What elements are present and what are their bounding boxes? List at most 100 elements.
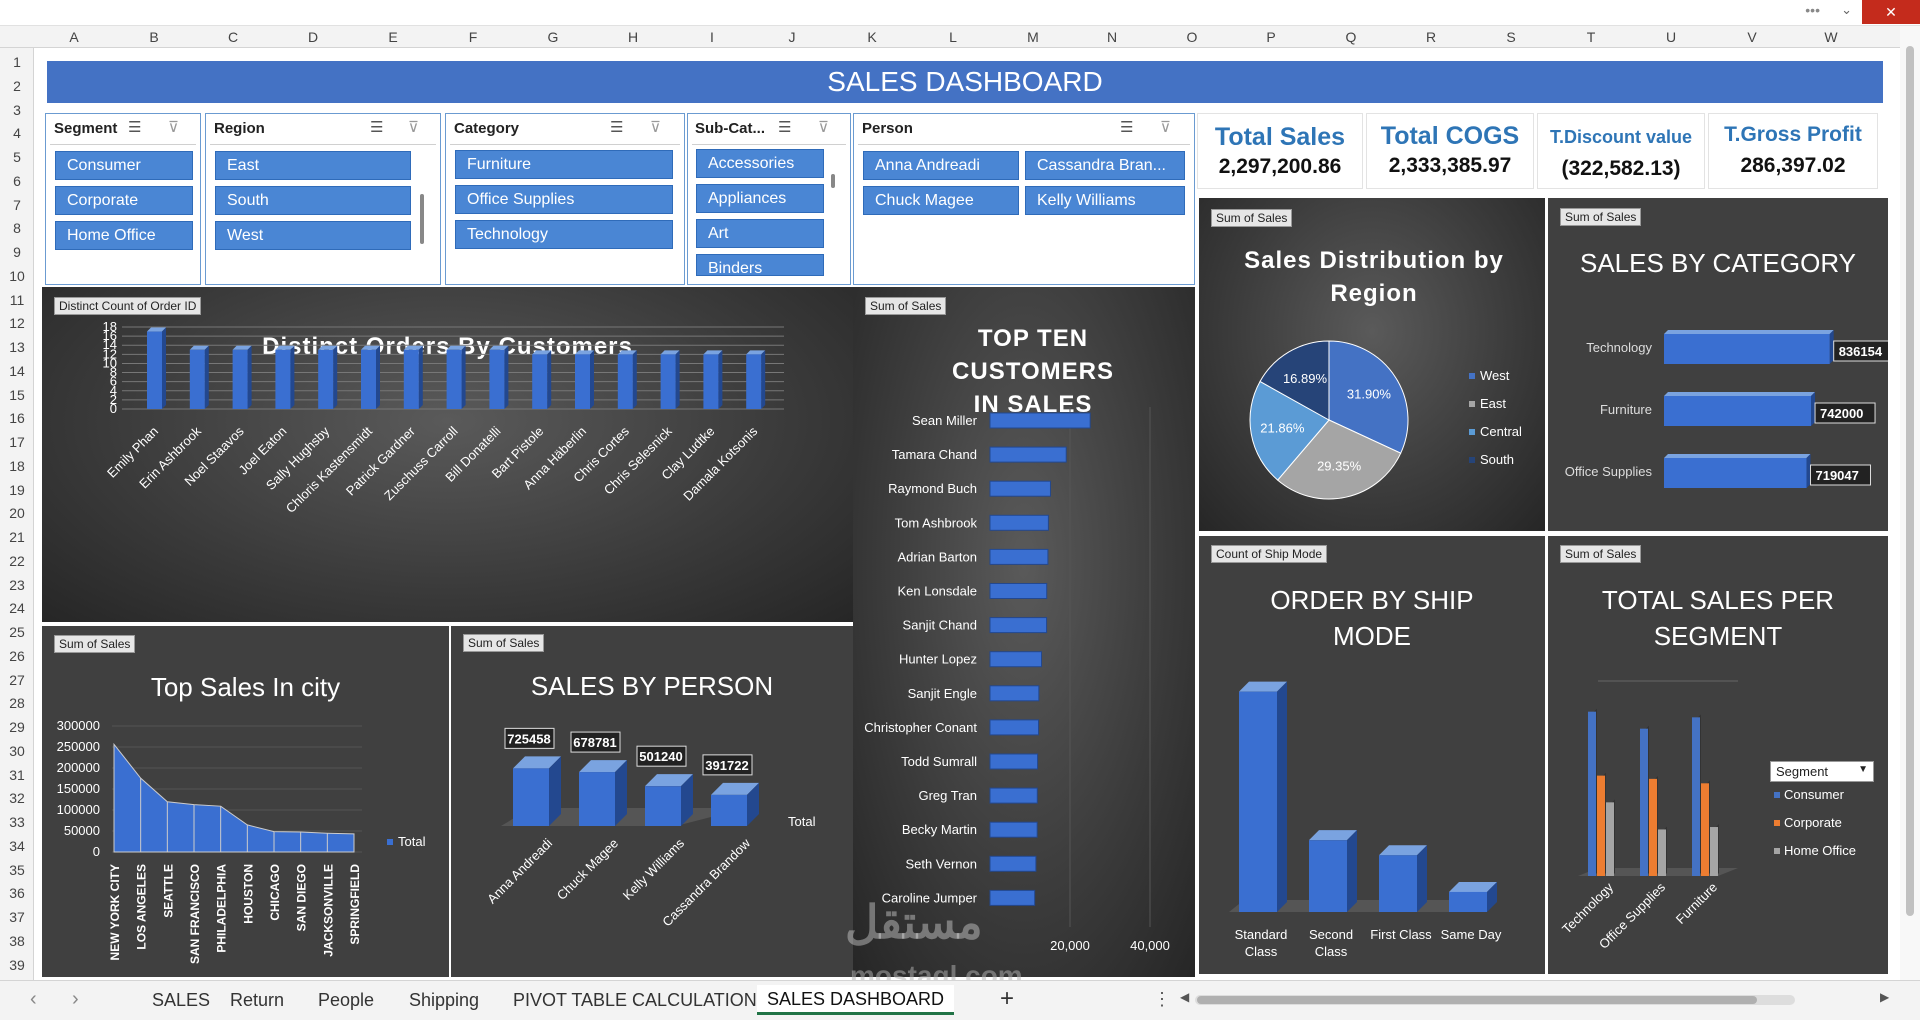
pivot-field-button[interactable]: Sum of Sales	[1560, 545, 1642, 563]
vertical-scrollbar[interactable]	[1900, 26, 1920, 980]
region-slicer[interactable]: Region ☰ ⊽ East South West	[205, 113, 441, 285]
row-header[interactable]: 19	[9, 481, 25, 498]
row-header[interactable]: 38	[9, 932, 25, 949]
pivot-field-button[interactable]: Sum of Sales	[54, 635, 136, 653]
row-header[interactable]: 8	[13, 220, 21, 237]
column-header[interactable]: I	[710, 29, 714, 45]
row-header[interactable]: 31	[9, 766, 25, 783]
column-header[interactable]: R	[1425, 29, 1437, 45]
slicer-scrollbar[interactable]	[420, 194, 424, 244]
pivot-field-button[interactable]: Distinct Count of Order ID	[54, 297, 202, 315]
row-header[interactable]: 7	[13, 196, 21, 213]
row-header[interactable]: 22	[9, 552, 25, 569]
category-chart-panel[interactable]: Sum of Sales SALES BY CATEGORY Technolog…	[1548, 198, 1888, 531]
column-header[interactable]: L	[949, 29, 957, 45]
row-header[interactable]: 14	[9, 362, 25, 379]
multi-select-icon[interactable]: ☰	[778, 119, 792, 136]
more-options-icon[interactable]: •••	[1805, 2, 1820, 18]
row-header[interactable]: 17	[9, 434, 25, 450]
close-button[interactable]: ✕	[1862, 0, 1920, 24]
row-header[interactable]: 27	[9, 671, 25, 688]
clear-filter-icon[interactable]: ⊽	[818, 119, 829, 136]
column-header[interactable]: J	[788, 29, 796, 45]
tab-people[interactable]: People	[318, 990, 375, 1010]
column-header[interactable]: T	[1586, 29, 1596, 45]
row-header[interactable]: 28	[9, 695, 25, 712]
column-header[interactable]: S	[1506, 29, 1516, 45]
row-header[interactable]: 32	[9, 790, 25, 807]
ship-chart-panel[interactable]: Count of Ship Mode ORDER BY SHIP MODE St…	[1199, 536, 1545, 974]
slicer-scrollbar[interactable]	[831, 174, 835, 188]
tab-return[interactable]: Return	[230, 990, 285, 1010]
segment-filter-dropdown[interactable]: Segment ▼	[1770, 761, 1874, 782]
column-header[interactable]: P	[1266, 29, 1276, 45]
row-header[interactable]: 21	[9, 529, 25, 545]
slicer-item-appliances[interactable]: Appliances	[696, 184, 824, 213]
scroll-left-icon[interactable]: ◀	[1180, 990, 1190, 1004]
row-header[interactable]: 25	[9, 624, 25, 640]
row-header[interactable]: 11	[9, 291, 25, 308]
row-header[interactable]: 2	[13, 77, 21, 94]
column-header[interactable]: W	[1824, 29, 1838, 45]
multi-select-icon[interactable]: ☰	[1120, 119, 1134, 136]
column-header[interactable]: K	[867, 29, 877, 45]
clear-filter-icon[interactable]: ⊽	[650, 119, 661, 136]
row-header[interactable]: 29	[9, 719, 25, 735]
tab-shipping[interactable]: Shipping	[409, 990, 480, 1010]
category-slicer[interactable]: Category ☰ ⊽ Furniture Office Supplies T…	[445, 113, 685, 285]
row-header[interactable]: 15	[9, 386, 25, 403]
row-header[interactable]: 5	[13, 149, 21, 165]
slicer-item-chuck-magee[interactable]: Chuck Magee	[863, 186, 1019, 215]
column-header[interactable]: N	[1106, 29, 1118, 45]
clear-filter-icon[interactable]: ⊽	[1160, 119, 1171, 136]
top-ten-chart-panel[interactable]: Sum of Sales TOP TEN CUSTOMERS IN SALES …	[853, 287, 1195, 977]
more-tabs-icon[interactable]: ⋮	[1153, 989, 1171, 1009]
slicer-item-binders[interactable]: Binders	[696, 254, 824, 276]
pivot-field-button[interactable]: Sum of Sales	[865, 297, 947, 315]
column-header[interactable]: U	[1665, 29, 1677, 45]
horizontal-scrollbar[interactable]	[1195, 995, 1795, 1005]
row-header[interactable]: 18	[9, 457, 25, 474]
subcategory-slicer[interactable]: Sub-Cat... ☰ ⊽ Accessories Appliances Ar…	[687, 113, 851, 285]
slicer-item-technology[interactable]: Technology	[455, 220, 673, 249]
slicer-item-south[interactable]: South	[215, 186, 411, 215]
segment-chart-panel[interactable]: Sum of Sales TOTAL SALES PER SEGMENT Seg…	[1548, 536, 1888, 974]
column-header[interactable]: C	[227, 29, 239, 45]
row-header[interactable]: 9	[13, 244, 21, 260]
multi-select-icon[interactable]: ☰	[610, 119, 624, 136]
row-header[interactable]: 1	[13, 54, 21, 70]
slicer-item-furniture[interactable]: Furniture	[455, 150, 673, 179]
tab-prev-icon[interactable]: ‹	[30, 988, 37, 1010]
row-header[interactable]: 6	[13, 172, 21, 189]
add-sheet-icon[interactable]: +	[1000, 985, 1015, 1012]
slicer-item-anna-andreadi[interactable]: Anna Andreadi	[863, 151, 1019, 180]
segment-slicer[interactable]: Segment ☰ ⊽ Consumer Corporate Home Offi…	[45, 113, 201, 285]
slicer-item-home-office[interactable]: Home Office	[55, 221, 193, 250]
slicer-item-kelly-williams[interactable]: Kelly Williams	[1025, 186, 1185, 215]
column-header[interactable]: Q	[1345, 29, 1357, 45]
clear-filter-icon[interactable]: ⊽	[408, 119, 419, 136]
row-header[interactable]: 26	[9, 647, 25, 664]
row-header[interactable]: 37	[9, 909, 25, 925]
column-header[interactable]: B	[149, 29, 159, 45]
column-header[interactable]: G	[547, 29, 559, 45]
multi-select-icon[interactable]: ☰	[370, 119, 384, 136]
scroll-right-icon[interactable]: ▶	[1880, 990, 1890, 1004]
pivot-field-button[interactable]: Count of Ship Mode	[1211, 545, 1328, 563]
slicer-item-accessories[interactable]: Accessories	[696, 149, 824, 178]
person-chart-panel[interactable]: Sum of Sales SALES BY PERSON 725458 Anna …	[451, 626, 853, 977]
row-header[interactable]: 34	[9, 837, 25, 854]
column-header[interactable]: O	[1186, 29, 1198, 45]
row-header[interactable]: 30	[9, 742, 25, 759]
row-header[interactable]: 20	[9, 505, 25, 522]
clear-filter-icon[interactable]: ⊽	[168, 119, 179, 136]
row-header[interactable]: 13	[9, 339, 25, 355]
chevron-down-icon[interactable]: ⌄	[1841, 2, 1852, 17]
column-header[interactable]: E	[388, 29, 398, 45]
row-header[interactable]: 36	[9, 885, 25, 902]
person-slicer[interactable]: Person ☰ ⊽ Anna Andreadi Cassandra Bran.…	[853, 113, 1195, 285]
row-header[interactable]: 24	[9, 600, 25, 617]
column-header[interactable]: D	[307, 29, 319, 45]
row-header[interactable]: 4	[13, 125, 21, 142]
slicer-item-cassandra-brandow[interactable]: Cassandra Bran...	[1025, 151, 1185, 180]
